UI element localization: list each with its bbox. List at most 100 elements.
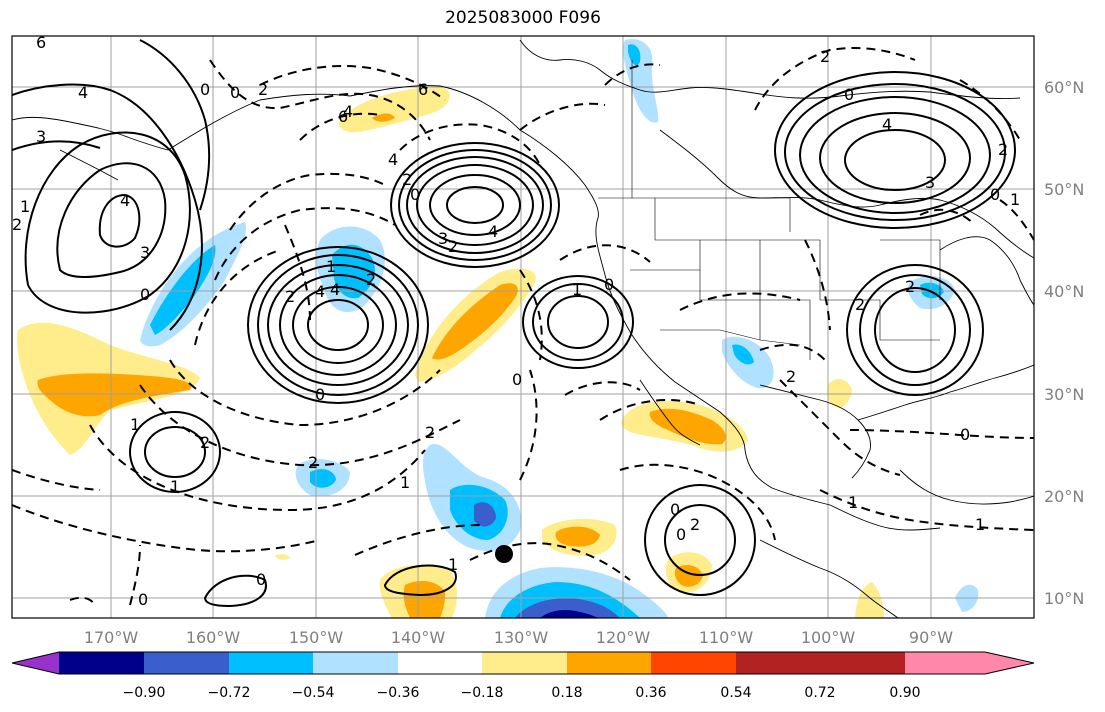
contour-label: 1 (400, 473, 410, 492)
coastlines (12, 39, 1034, 618)
contours-dashed (12, 47, 1034, 606)
contour-label: 0 (960, 425, 970, 444)
contour-label: 2 (402, 170, 412, 189)
lat-label: 60°N (1044, 78, 1084, 97)
colorbar-swatch (313, 652, 398, 674)
plot-frame (11, 35, 1035, 619)
lon-label: 140°W (391, 628, 446, 647)
longitude-labels: 170°W 160°W 150°W 140°W 130°W 120°W 110°… (84, 628, 953, 647)
contour-label: 3 (438, 229, 448, 248)
shade-positive-15 (826, 378, 852, 408)
contour-label: 3 (925, 173, 935, 192)
shade-positive-12 (649, 408, 726, 445)
colorbar-swatch (229, 652, 313, 674)
contour-label: 4 (78, 83, 88, 102)
colorbar-swatch (651, 652, 736, 674)
contour-label: 1 (130, 415, 140, 434)
lon-label: 110°W (699, 628, 754, 647)
colorbar-tick-label: −0.72 (208, 685, 251, 701)
colorbar-swatch (59, 652, 144, 674)
storm-center-dot (495, 545, 513, 563)
shade-positive-6 (372, 113, 395, 122)
contour-label: 2 (425, 423, 435, 442)
colorbar-tick-label: −0.90 (123, 685, 166, 701)
shade-positive-10 (555, 526, 600, 547)
lon-label: 150°W (289, 628, 344, 647)
shade-positive-5 (339, 86, 450, 133)
colorbar-extend-low (12, 652, 59, 674)
colorbar-tick-label: 0.36 (635, 685, 666, 701)
contour-label: 0 (670, 500, 680, 519)
shade-negative-9 (474, 502, 496, 527)
contour-label: 1 (20, 197, 30, 216)
shade-positive-16 (855, 582, 884, 618)
contour-label: 0 (512, 370, 522, 389)
colorbar-swatch (820, 652, 905, 674)
colorbar-tick-label: 0.18 (551, 685, 582, 701)
contour-label: 4 (488, 222, 498, 241)
contour-label: 4 (388, 150, 398, 169)
lon-label: 130°W (494, 628, 549, 647)
lon-label: 120°W (596, 628, 651, 647)
colorbar-tick-label: 0.72 (804, 685, 835, 701)
contour-label: 4 (120, 191, 130, 210)
colorbar-ticks: −0.90 −0.72 −0.54 −0.36 −0.18 0.18 0.36 … (123, 685, 921, 701)
lat-label: 10°N (1044, 589, 1084, 608)
contour-label: 1 (848, 493, 858, 512)
lat-label: 50°N (1044, 180, 1084, 199)
contour-label: 2 (200, 433, 210, 452)
shade-positive-4 (432, 283, 518, 360)
contour-label: 6 (338, 107, 348, 126)
shade-positive-17 (275, 554, 290, 560)
colorbar-swatch (398, 652, 482, 674)
shading-layer (17, 39, 979, 618)
lon-label: 100°W (801, 628, 856, 647)
contour-label: 2 (258, 80, 268, 99)
colorbar-swatch (567, 652, 651, 674)
contour-label: 0 (676, 525, 686, 544)
contour-label: 0 (230, 83, 240, 102)
contour-label: 1 (448, 555, 458, 574)
contour-label: 1 (326, 257, 336, 276)
lat-label: 40°N (1044, 282, 1084, 301)
contour-label: 0 (138, 590, 148, 609)
colorbar-swatch (482, 652, 567, 674)
contour-label: 2 (12, 215, 22, 234)
shade-negative-17 (732, 344, 754, 365)
contour-label: 2 (690, 515, 700, 534)
lon-label: 170°W (84, 628, 139, 647)
contour-label: 0 (844, 85, 854, 104)
contour-label: 1 (975, 515, 985, 534)
contour-label: 3 (36, 127, 46, 146)
contour-label: 0 (990, 185, 1000, 204)
contour-label: 3 (140, 243, 150, 262)
shade-negative-14 (515, 598, 620, 618)
colorbar-outline (11, 651, 1035, 675)
latitude-labels: 60°N 50°N 40°N 30°N 20°N 10°N (1044, 78, 1084, 608)
contour-label: 2 (285, 287, 295, 306)
contours-solid (12, 39, 1016, 608)
contour-label: 2 (308, 453, 318, 472)
colorbar-tick-label: −0.54 (292, 685, 335, 701)
colorbar-tick-label: 0.90 (889, 685, 920, 701)
contour-label: 0 (315, 385, 325, 404)
colorbar-tick-label: −0.18 (461, 685, 504, 701)
contour-label: 6 (418, 80, 428, 99)
colorbar-tick-label: 0.54 (720, 685, 751, 701)
contour-label: 2 (820, 47, 830, 66)
contour-label: 4 (330, 280, 340, 299)
contour-label: 1 (170, 477, 180, 496)
shade-negative-15 (540, 610, 598, 618)
contour-label: 0 (140, 285, 150, 304)
contour-label: 0 (604, 275, 614, 294)
colorbar-swatch (736, 652, 820, 674)
contour-label: 1 (1010, 190, 1020, 209)
colorbar-extend-high (905, 652, 1034, 674)
contour-label: 2 (998, 140, 1008, 159)
contour-label: 4 (315, 282, 325, 301)
shade-positive-2 (37, 373, 191, 417)
contour-label: 2 (366, 270, 376, 289)
shade-negative-2 (150, 245, 216, 335)
contour-label: 0 (256, 570, 266, 589)
